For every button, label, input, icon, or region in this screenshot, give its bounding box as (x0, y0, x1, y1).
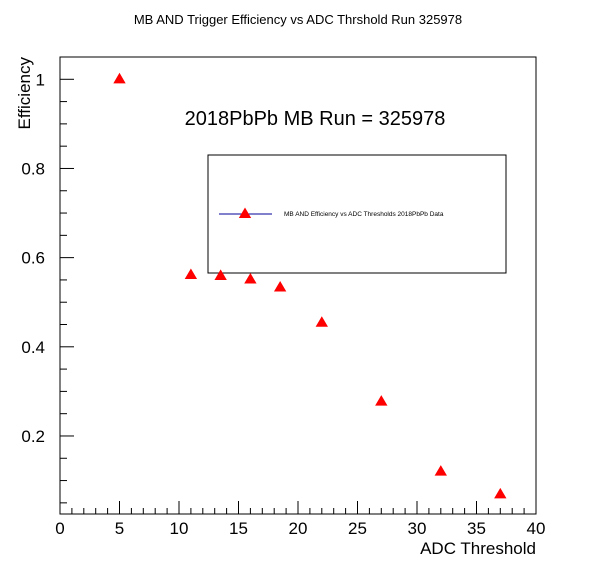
data-point (434, 465, 447, 476)
y-tick-label: 0.8 (21, 159, 45, 178)
y-axis-ticks (60, 78, 74, 504)
data-point (113, 72, 126, 84)
x-axis-ticks (59, 501, 537, 514)
data-point (494, 487, 507, 499)
chart-title: MB AND Trigger Efficiency vs ADC Thrshol… (134, 12, 462, 27)
y-axis-tick-labels: 0.2 0.4 0.6 0.8 1 (21, 70, 45, 446)
data-point (315, 316, 328, 327)
x-tick-label: 20 (289, 519, 308, 538)
data-point (273, 281, 287, 292)
legend-marker (238, 207, 252, 219)
y-tick-label: 1 (36, 70, 45, 89)
y-tick-label: 0.2 (21, 427, 45, 446)
y-tick-label: 0.6 (21, 249, 45, 268)
data-points (113, 72, 507, 499)
x-tick-label: 10 (170, 519, 189, 538)
data-point (184, 268, 198, 280)
y-tick-label: 0.4 (21, 338, 45, 357)
legend: MB AND Efficiency vs ADC Thresholds 2018… (207, 154, 507, 274)
x-tick-label: 25 (348, 519, 367, 538)
x-tick-label: 30 (408, 519, 427, 538)
data-point (214, 269, 227, 280)
data-point (375, 395, 388, 406)
x-tick-label: 5 (115, 519, 124, 538)
data-point (244, 272, 257, 284)
x-axis-label: ADC Threshold (420, 539, 536, 558)
run-annotation: 2018PbPb MB Run = 325978 (185, 108, 446, 130)
legend-entry-label: MB AND Efficiency vs ADC Thresholds 2018… (284, 211, 444, 218)
x-tick-label: 35 (467, 519, 486, 538)
x-axis-tick-labels: 0 5 10 15 20 25 30 35 40 (55, 519, 545, 538)
y-axis-label: Efficiency (15, 57, 34, 130)
x-tick-label: 0 (55, 519, 64, 538)
x-tick-label: 15 (229, 519, 248, 538)
x-tick-label: 40 (527, 519, 546, 538)
